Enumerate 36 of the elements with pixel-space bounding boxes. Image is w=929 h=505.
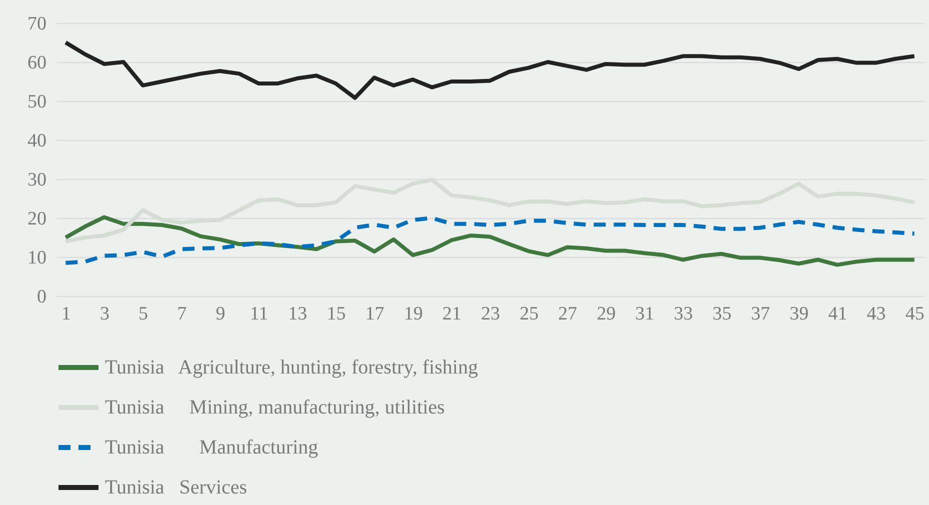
- y-tick-label: 0: [37, 286, 46, 308]
- x-tick-label: 45: [905, 304, 924, 324]
- x-tick-label: 9: [216, 304, 226, 324]
- legend-label: Tunisia Services: [105, 476, 248, 498]
- x-tick-label: 27: [558, 304, 578, 324]
- y-tick-label: 10: [28, 248, 46, 268]
- x-tick-label: 7: [177, 304, 187, 324]
- x-tick-label: 33: [674, 304, 693, 324]
- x-tick-label: 29: [596, 304, 616, 324]
- x-tick-label: 13: [288, 304, 308, 324]
- x-tick-label: 21: [442, 304, 462, 324]
- x-tick-label: 39: [790, 304, 809, 324]
- x-tick-label: 3: [100, 304, 110, 324]
- x-tick-label: 1: [61, 304, 71, 324]
- x-tick-label: 15: [326, 304, 346, 324]
- x-tick-label: 35: [712, 304, 732, 324]
- x-tick-label: 19: [404, 304, 423, 324]
- legend-label: Tunisia Mining, manufacturing, utilities: [105, 396, 446, 418]
- y-tick-label: 70: [28, 14, 46, 34]
- x-tick-label: 17: [365, 304, 384, 324]
- y-tick-label: 20: [28, 208, 46, 230]
- y-tick-label: 40: [28, 130, 46, 152]
- x-tick-label: 5: [138, 304, 148, 324]
- legend-label: Tunisia Agriculture, hunting, forestry, fishing: [105, 356, 478, 378]
- line-series: [64, 40, 916, 100]
- x-tick-label: 41: [828, 304, 848, 324]
- x-tick-label: 23: [481, 304, 500, 324]
- y-tick-label: 50: [28, 92, 46, 112]
- legend-label: Tunisia Manufacturing: [105, 436, 318, 458]
- x-tick-label: 37: [751, 304, 770, 324]
- y-tick-label: 30: [28, 170, 46, 190]
- x-tick-label: 11: [250, 304, 268, 324]
- y-tick-label: 60: [28, 52, 46, 74]
- x-tick-label: 31: [635, 304, 654, 324]
- x-tick-label: 25: [520, 304, 539, 324]
- x-tick-label: 43: [866, 304, 886, 324]
